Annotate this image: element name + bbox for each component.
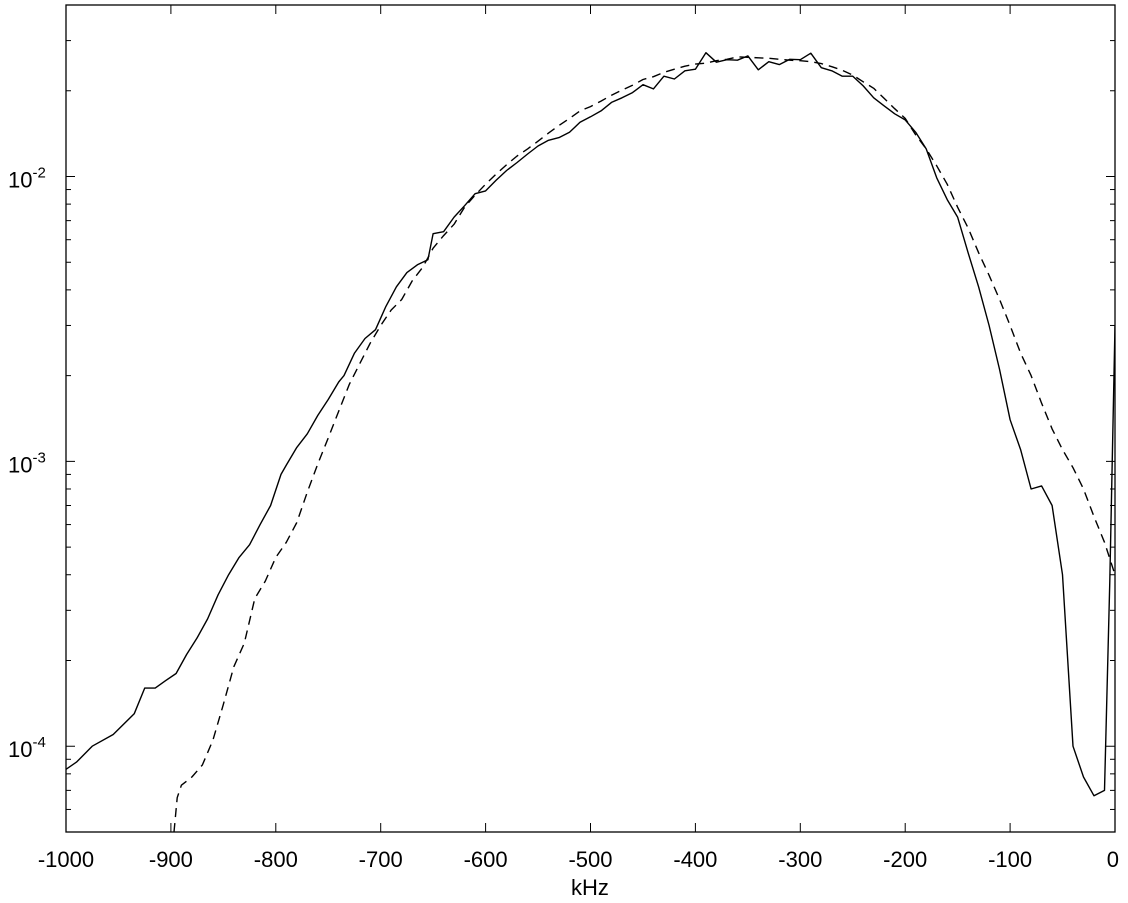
x-tick-label: -500: [568, 847, 612, 872]
x-tick-labels: -1000 -900 -800 -700 -600 -500 -400 -300 -200 -10…: [38, 847, 1119, 872]
y-tick-label: 10-4: [8, 734, 46, 762]
x-tick-label: -700: [359, 847, 403, 872]
x-tick-label: -400: [673, 847, 717, 872]
x-tick-label: -300: [778, 847, 822, 872]
y-tick-label: 10-3: [8, 449, 46, 477]
x-tick-label: -800: [254, 847, 298, 872]
y-tick-label: 10-2: [8, 165, 46, 193]
x-tick-label: -900: [149, 847, 193, 872]
plot-series: [66, 52, 1115, 832]
series-line-solid: [66, 52, 1115, 797]
x-tick-label: -100: [988, 847, 1032, 872]
x-tick-label: -1000: [38, 847, 94, 872]
plot-frame: [65, 4, 1116, 833]
x-tick-label: 0: [1107, 847, 1119, 872]
y-tick-labels: 10-4 10-3 10-2: [8, 165, 46, 763]
x-tick-label: -600: [464, 847, 508, 872]
series-line-dashed: [173, 56, 1115, 832]
x-tick-label: -200: [883, 847, 927, 872]
x-axis-title: kHz: [571, 875, 609, 900]
axis-ticks: [65, 4, 1116, 833]
